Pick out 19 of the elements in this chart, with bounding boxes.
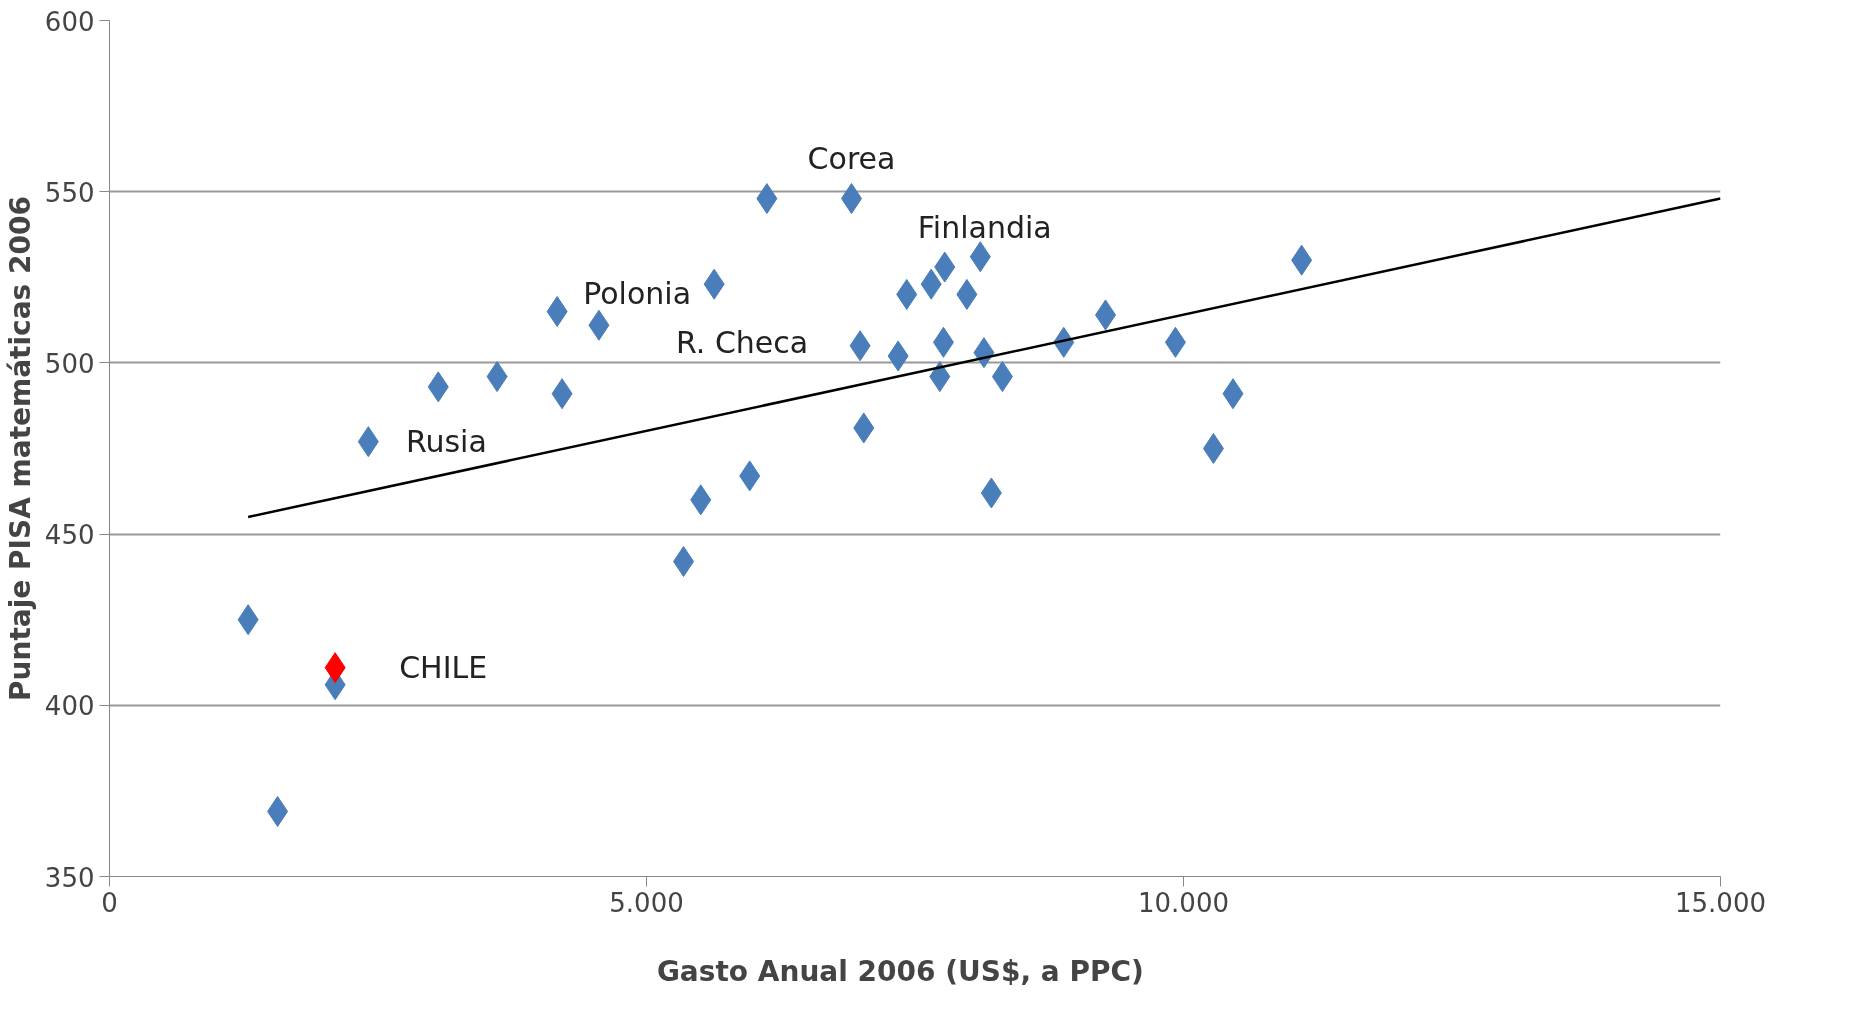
x-tick-label: 15.000	[1675, 887, 1766, 918]
annotation: Polonia	[583, 276, 692, 312]
annotation: Finlandia	[917, 209, 1052, 245]
annotation: Corea	[807, 141, 896, 177]
x-tick-label: 0	[101, 887, 118, 918]
annotation: CHILE	[399, 650, 488, 686]
y-axis-title: Puntaje PISA matemáticas 2006	[3, 196, 37, 701]
x-tick-label: 5.000	[609, 887, 684, 918]
annotation: R. Checa	[676, 325, 809, 361]
y-tick-label: 600	[44, 6, 95, 37]
y-tick-label: 450	[44, 520, 95, 551]
annotation: Rusia	[405, 424, 487, 460]
y-tick-label: 500	[44, 348, 95, 379]
x-axis-title: Gasto Anual 2006 (US$, a PPC)	[656, 954, 1144, 988]
x-tick-label: 10.000	[1138, 887, 1229, 918]
y-tick-label: 550	[44, 177, 95, 208]
y-tick-label: 400	[44, 691, 95, 722]
point	[1202, 433, 1224, 464]
y-tick-label: 350	[44, 862, 95, 893]
